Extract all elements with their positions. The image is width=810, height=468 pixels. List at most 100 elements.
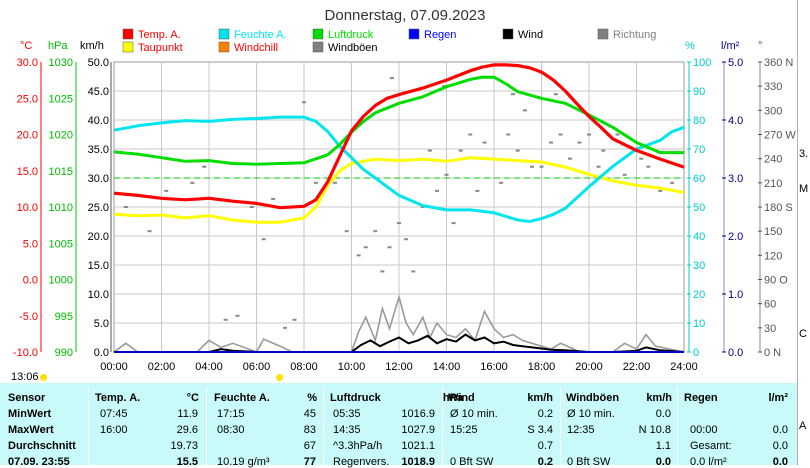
hum-tick-label: 60 [693,173,705,185]
column-divider [560,387,561,465]
dir-tick-label: 120 [764,250,782,262]
wind-tick-label: 30.0 [88,173,109,185]
press-tick-label: 1000 [49,275,73,287]
direction-point [223,318,228,321]
legend-swatch [312,41,324,53]
temp-tick-label: 30.0 [17,57,38,69]
direction-point [356,254,361,257]
legend-label: Windböen [328,42,378,54]
temp-tick-label: -5.0 [19,311,38,323]
direction-point [482,141,487,144]
direction-point [283,326,287,329]
direction-point [249,206,254,208]
gust-note: Ø 10 min. [567,408,615,420]
series-line-taupunkt [113,156,685,224]
x-tick-label: 06:00 [243,361,271,373]
row-label: 07.09. 23:55 [8,456,70,468]
hum-tick-label: 20 [693,289,705,301]
temp-time: 16:00 [100,424,128,436]
table-header: km/h [646,392,672,404]
direction-point [558,133,563,136]
table-header: Regen [684,392,718,404]
direction-point [444,173,449,176]
direction-point [522,109,527,112]
direction-point [670,181,675,184]
row-label: Durchschnitt [8,440,76,452]
side-panel-text: 3. [799,148,809,160]
wind-tick-label: 5.0 [94,318,109,330]
wind-tick-label: 0.0 [94,347,109,359]
direction-point [190,181,195,184]
gust-value: 0.0 [655,456,671,468]
wind-tick-label: 25.0 [88,202,109,214]
temp-tick-label: 5.0 [23,238,38,250]
direction-point [380,270,385,273]
press-tick-label: 995 [55,311,73,323]
direction-point [646,165,651,168]
hum-value: 67 [303,440,316,452]
press-tick-label: 1030 [49,57,73,69]
legend-swatch [312,28,324,40]
dir-tick-label: 210 [764,178,782,190]
temp-tick-label: 0.0 [23,275,38,287]
rain-value: 0.0 [772,440,788,452]
dir-tick-label: 330 [764,81,782,93]
direction-point [451,222,456,225]
dir-tick-label: 150 [764,226,782,238]
direction-point [511,93,515,96]
plot-area [113,63,685,353]
hum-time: 08:30 [217,424,245,436]
table-header: l/m² [768,392,788,404]
series-line-luftdruck [113,75,684,166]
press-tick-label: 1020 [49,130,73,142]
row-label: MinWert [8,408,52,420]
table-header: Luftdruck [330,392,381,404]
press-time: 14:35 [333,424,361,436]
press-tick-label: 1010 [49,202,73,214]
legend-swatch [408,28,420,40]
temp-value: 29.6 [176,424,198,436]
hum-tick-label: 10 [693,318,705,330]
dir-tick-label: 360 N [764,57,793,69]
table-header: % [307,392,317,404]
column-divider [323,387,324,465]
direction-point [468,133,473,136]
table-header: km/h [527,392,553,404]
legend-label: Taupunkt [138,42,183,54]
legend-label: Wind [518,29,543,41]
legend-swatch [218,28,230,40]
temp-unit: °C [20,40,32,52]
wind-tick-label: 10.0 [88,289,109,301]
rain-unit: l/m² [721,40,740,52]
side-panel-text: M [799,183,809,195]
x-tick-label: 24:00 [670,361,698,373]
press-tick-label: 1005 [49,238,73,250]
press-value: 1018.9 [401,456,435,468]
side-panel-text: A [799,420,807,432]
wind-tick-label: 15.0 [88,260,109,272]
temp-tick-label: -10.0 [13,347,38,359]
wind-tick-label: 50.0 [88,57,109,69]
axes: 00:00 02:00 04:00 06:00 08:00 10:00 12:00 14:00… [13,57,796,373]
direction-point [332,181,337,184]
direction-point [411,270,416,273]
side-panel-edge: 3. M C A [797,0,810,465]
press-tick-label: 990 [55,347,73,359]
legend-label: Richtung [613,29,656,41]
direction-point [235,314,240,317]
legend-label: Temp. A. [138,29,181,41]
direction-point [397,222,401,225]
hum-value: 77 [303,456,316,468]
temp-tick-label: 20.0 [17,130,38,142]
rain-note: 0.0 l/m² [690,456,727,468]
temp-time: 07:45 [100,408,128,420]
temp-value: 15.5 [176,456,198,468]
direction-point [658,189,663,192]
hum-tick-label: 40 [693,231,705,243]
wind-value: 0.2 [537,456,553,468]
hum-tick-label: 100 [693,57,711,69]
sunrise-marker-icon [276,374,283,381]
table-header: Sensor [8,392,46,404]
direction-point [615,133,620,136]
hum-unit: % [685,40,695,52]
